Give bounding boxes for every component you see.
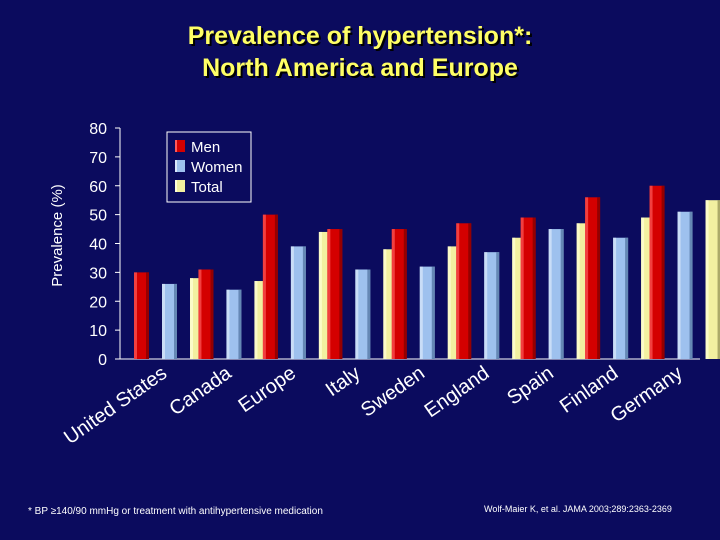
- slide-title: Prevalence of hypertension*: North Ameri…: [0, 20, 720, 84]
- bar-men: [134, 272, 149, 359]
- y-axis-title: Prevalence (%): [49, 184, 66, 287]
- bar-highlight: [198, 269, 202, 359]
- x-category-label: England: [421, 362, 494, 422]
- bar-women: [484, 252, 500, 359]
- bar-highlight: [318, 231, 322, 359]
- bar-highlight: [705, 200, 709, 359]
- y-tick-label: 70: [89, 150, 107, 167]
- legend-label-total: Total: [191, 179, 223, 196]
- bar-highlight: [419, 266, 423, 359]
- bar-highlight: [512, 237, 516, 359]
- slide-title-line-2: North America and Europe: [202, 54, 518, 82]
- x-category-label: United States: [60, 362, 171, 449]
- bar-highlight: [649, 185, 653, 359]
- bar-men: [327, 229, 343, 359]
- bar-shade: [210, 269, 214, 359]
- bar-women: [355, 269, 371, 359]
- bar-shade: [339, 229, 343, 359]
- bar-women: [613, 237, 629, 359]
- bar-highlight: [383, 249, 387, 359]
- bar-shade: [560, 229, 564, 359]
- bar-highlight: [262, 214, 266, 359]
- bar-highlight: [391, 229, 395, 359]
- bar-shade: [496, 252, 500, 359]
- bar-women: [677, 211, 693, 359]
- y-tick-label: 80: [89, 121, 107, 138]
- legend-swatch-highlight: [175, 180, 177, 192]
- bar-highlight: [641, 217, 645, 359]
- x-category-label: Europe: [235, 362, 300, 417]
- bar-men: [262, 214, 278, 359]
- legend-label-men: Men: [191, 139, 220, 156]
- bar-highlight: [520, 217, 524, 359]
- bar-highlight: [355, 269, 359, 359]
- legend-swatch-women: [175, 160, 185, 172]
- bar-women: [226, 289, 242, 359]
- citation: Wolf-Maier K, et al. JAMA 2003;289:2363-…: [484, 504, 672, 514]
- bar-men: [649, 185, 665, 359]
- bar-highlight: [585, 197, 589, 359]
- bar-shade: [146, 272, 149, 359]
- slide-title-line-1: Prevalence of hypertension*:: [187, 22, 533, 50]
- y-tick-label: 60: [89, 179, 107, 196]
- x-category-label: Germany: [607, 362, 687, 427]
- x-category-label: Italy: [322, 362, 365, 401]
- bar-men: [520, 217, 536, 359]
- bar-shade: [302, 246, 306, 359]
- bar-highlight: [190, 278, 193, 359]
- legend-swatch-men: [175, 140, 185, 152]
- bar-shade: [174, 283, 177, 359]
- bar-shade: [625, 237, 629, 359]
- x-category-label: Canada: [166, 362, 237, 421]
- bar-highlight: [576, 223, 580, 359]
- bar-shade: [367, 269, 371, 359]
- bar-highlight: [548, 229, 552, 359]
- bar-highlight: [290, 246, 294, 359]
- legend-swatch-total: [175, 180, 185, 192]
- legend-label-women: Women: [191, 159, 242, 176]
- legend-swatch-highlight: [175, 160, 177, 172]
- bar-women: [548, 229, 564, 359]
- bar-highlight: [447, 246, 451, 359]
- x-category-label: Spain: [503, 362, 558, 409]
- y-tick-label: 20: [89, 294, 107, 311]
- bar-shade: [532, 217, 536, 359]
- bar-highlight: [134, 272, 137, 359]
- bar-men: [456, 223, 472, 359]
- y-tick-label: 10: [89, 323, 107, 340]
- bar-shade: [238, 289, 242, 359]
- bar-men: [391, 229, 407, 359]
- bar-women: [162, 283, 177, 359]
- x-category-label: Sweden: [357, 362, 429, 421]
- bar-highlight: [254, 281, 258, 359]
- bar-shade: [597, 197, 601, 359]
- bar-men: [585, 197, 601, 359]
- bar-shade: [689, 211, 693, 359]
- bar-highlight: [613, 237, 617, 359]
- bar-highlight: [677, 211, 681, 359]
- bar-highlight: [162, 283, 165, 359]
- bar-shade: [661, 185, 665, 359]
- bar-highlight: [327, 229, 331, 359]
- bar-women: [419, 266, 435, 359]
- y-tick-label: 50: [89, 208, 107, 225]
- y-tick-label: 40: [89, 237, 107, 254]
- bar-total: [705, 200, 720, 359]
- y-tick-label: 30: [89, 265, 107, 282]
- legend-swatch-highlight: [175, 140, 177, 152]
- bar-women: [290, 246, 306, 359]
- bar-shade: [717, 200, 720, 359]
- bar-highlight: [484, 252, 488, 359]
- bar-highlight: [226, 289, 230, 359]
- bar-shade: [403, 229, 407, 359]
- bar-shade: [274, 214, 278, 359]
- y-tick-label: 0: [98, 352, 107, 369]
- bar-shade: [431, 266, 435, 359]
- bar-highlight: [456, 223, 460, 359]
- bar-men: [198, 269, 214, 359]
- bar-shade: [468, 223, 472, 359]
- footnote: * BP ≥140/90 mmHg or treatment with anti…: [28, 506, 323, 517]
